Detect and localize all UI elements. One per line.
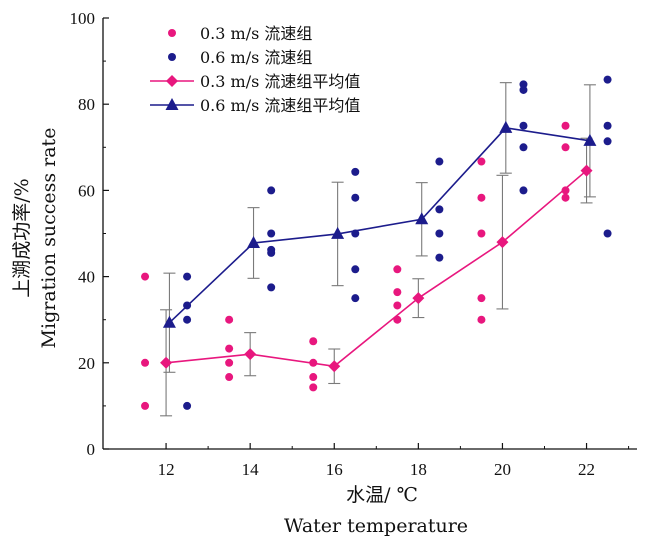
x-tick-label: 18 bbox=[410, 460, 427, 479]
mean-marker-0.6 bbox=[331, 226, 345, 239]
scatter-point-0.6 bbox=[519, 186, 528, 195]
scatter-point-0.3 bbox=[225, 373, 234, 382]
scatter-point-0.3 bbox=[477, 193, 486, 202]
scatter-point-0.3 bbox=[561, 121, 570, 130]
mean-marker-0.3 bbox=[160, 356, 173, 369]
scatter-point-0.6 bbox=[267, 248, 276, 257]
scatter-point-0.3 bbox=[477, 157, 486, 166]
mean-marker-0.6 bbox=[162, 315, 176, 328]
scatter-point-0.6 bbox=[183, 401, 192, 410]
scatter-point-0.3 bbox=[393, 301, 402, 310]
y-tick-label: 20 bbox=[78, 354, 95, 373]
x-tick-label: 20 bbox=[494, 460, 511, 479]
mean-line-0.3 bbox=[165, 169, 588, 368]
legend-label: 0.3 m/s 流速组 bbox=[200, 24, 312, 43]
error-bars-layer bbox=[160, 82, 596, 417]
mean-marker-0.3 bbox=[412, 292, 425, 305]
scatter-point-0.6 bbox=[351, 229, 360, 238]
scatter-point-0.6 bbox=[435, 229, 444, 238]
x-axis-title-cn: 水温/ ℃ bbox=[346, 484, 418, 506]
scatter-points-layer bbox=[141, 75, 612, 410]
x-tick-label: 14 bbox=[242, 460, 260, 479]
mean-marker-0.6 bbox=[499, 120, 513, 133]
scatter-point-0.6 bbox=[519, 80, 528, 89]
scatter-point-0.3 bbox=[477, 229, 486, 238]
mean-marker-0.3 bbox=[580, 164, 593, 177]
scatter-point-0.6 bbox=[519, 143, 528, 152]
scatter-point-0.6 bbox=[603, 121, 612, 130]
y-tick-label: 40 bbox=[78, 268, 95, 287]
scatter-point-0.6 bbox=[351, 193, 360, 202]
scatter-point-0.6 bbox=[519, 121, 528, 130]
scatter-point-0.6 bbox=[435, 205, 444, 214]
mean-marker-0.3 bbox=[496, 236, 509, 249]
scatter-point-0.6 bbox=[183, 315, 192, 324]
scatter-point-0.3 bbox=[225, 315, 234, 324]
x-axis-title-en: Water temperature bbox=[284, 515, 468, 537]
axes bbox=[102, 17, 637, 450]
scatter-point-0.3 bbox=[309, 383, 318, 392]
scatter-point-0.6 bbox=[603, 137, 612, 146]
mean-marker-0.3 bbox=[244, 348, 257, 361]
scatter-point-0.6 bbox=[435, 253, 444, 262]
y-tick-label: 80 bbox=[78, 95, 95, 114]
scatter-point-0.3 bbox=[309, 373, 318, 382]
scatter-point-0.3 bbox=[393, 265, 402, 274]
scatter-point-0.3 bbox=[477, 315, 486, 324]
scatter-point-0.6 bbox=[435, 157, 444, 166]
y-tick-label: 0 bbox=[87, 440, 96, 459]
scatter-point-0.3 bbox=[141, 358, 150, 367]
scatter-point-0.3 bbox=[561, 143, 570, 152]
legend-swatch-triangle bbox=[165, 98, 179, 110]
scatter-point-0.6 bbox=[519, 85, 528, 94]
scatter-point-0.6 bbox=[603, 229, 612, 238]
x-tick-label: 22 bbox=[578, 460, 595, 479]
mean-marker-0.6 bbox=[247, 235, 261, 248]
scatter-point-0.6 bbox=[267, 186, 276, 195]
scatter-point-0.3 bbox=[393, 315, 402, 324]
scatter-point-0.6 bbox=[351, 265, 360, 274]
mean-marker-0.6 bbox=[583, 133, 597, 146]
scatter-point-0.3 bbox=[393, 288, 402, 297]
scatter-point-0.6 bbox=[351, 167, 360, 176]
y-axis-title-en: Migration success rate bbox=[38, 128, 60, 349]
scatter-point-0.6 bbox=[267, 229, 276, 238]
legend-label: 0.6 m/s 流速组 bbox=[200, 48, 312, 67]
scatter-point-0.6 bbox=[183, 301, 192, 310]
scatter-point-0.6 bbox=[603, 75, 612, 84]
scatter-point-0.3 bbox=[477, 294, 486, 303]
scatter-point-0.3 bbox=[561, 186, 570, 195]
scatter-point-0.3 bbox=[561, 193, 570, 202]
mean-lines-layer bbox=[165, 127, 591, 368]
y-axis-title-cn: 上溯成功率/% bbox=[11, 178, 33, 297]
legend-label: 0.3 m/s 流速组平均值 bbox=[200, 72, 360, 91]
y-tick-label: 60 bbox=[78, 181, 95, 200]
scatter-point-0.3 bbox=[309, 358, 318, 367]
legend-label: 0.6 m/s 流速组平均值 bbox=[200, 96, 360, 115]
scatter-point-0.6 bbox=[267, 283, 276, 292]
mean-marker-0.6 bbox=[415, 212, 429, 225]
legend-swatch-dot bbox=[168, 53, 176, 61]
tick-labels: 0 20 40 60 80 100 12 14 16 18 20 22 bbox=[70, 9, 596, 479]
scatter-point-0.6 bbox=[351, 294, 360, 303]
mean-marker-0.3 bbox=[328, 360, 341, 373]
scatter-point-0.3 bbox=[225, 344, 234, 353]
scatter-point-0.3 bbox=[141, 401, 150, 410]
scatter-point-0.3 bbox=[141, 272, 150, 281]
mean-markers-layer bbox=[160, 120, 597, 373]
x-tick-label: 12 bbox=[158, 460, 175, 479]
mean-line-0.6 bbox=[168, 127, 591, 324]
legend-swatch-diamond bbox=[166, 75, 178, 87]
x-tick-label: 16 bbox=[326, 460, 343, 479]
y-tick-label: 100 bbox=[70, 9, 96, 28]
legend-swatch-dot bbox=[168, 29, 176, 37]
scatter-point-0.3 bbox=[225, 358, 234, 367]
legend: 0.3 m/s 流速组 0.6 m/s 流速组 0.3 m/s 流速组平均值 0.6 … bbox=[150, 24, 360, 115]
scatter-point-0.3 bbox=[309, 337, 318, 346]
scatter-point-0.6 bbox=[183, 272, 192, 281]
